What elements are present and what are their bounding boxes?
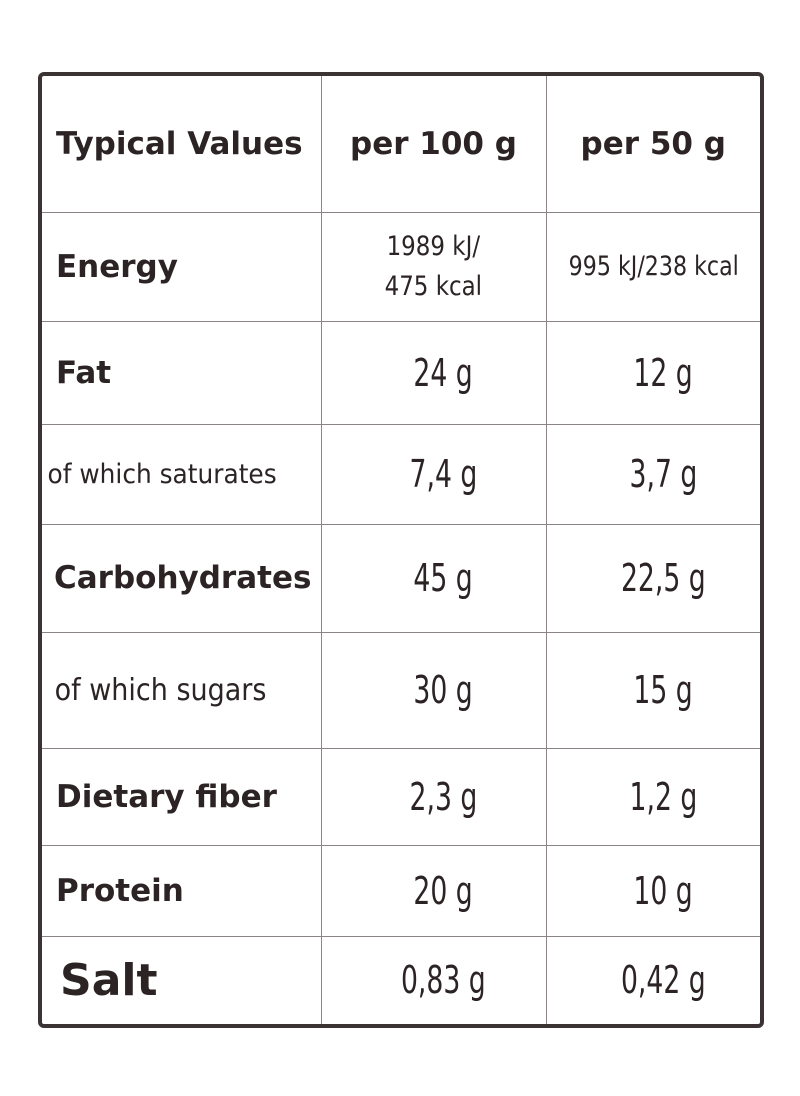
label-saturates-cell: of which saturates — [42, 423, 322, 525]
label-protein: Protein — [42, 844, 322, 937]
salt-per-50g-cell: 0,42 g — [545, 935, 760, 1024]
energy-per-50g-cell: 995 kJ/238 kcal — [545, 211, 760, 322]
sugars-per-50g-cell: 15 g — [545, 631, 760, 749]
carbohydrates-per-50g: 22,5 g — [620, 556, 706, 600]
label-sugars-cell: of which sugars — [42, 631, 322, 749]
fat-per-50g-cell: 12 g — [545, 320, 760, 425]
fiber-per-50g: 1,2 g — [629, 774, 698, 819]
fiber-per-50g-cell: 1,2 g — [545, 747, 760, 846]
label-salt: Salt — [42, 935, 322, 1024]
sugars-per-50g: 15 g — [633, 668, 693, 712]
header-per-100g: per 100 g — [320, 76, 547, 213]
label-sugars: of which sugars — [54, 672, 267, 708]
nutrition-grid: Typical Values per 100 g per 50 g Energy… — [42, 76, 760, 1024]
row-dietary-fiber: Dietary fiber 2,3 g 1,2 g — [42, 747, 760, 846]
sugars-per-100g-cell: 30 g — [320, 631, 547, 749]
energy-per-100g-kcal: 475 kcal — [384, 270, 483, 302]
salt-per-100g: 0,83 g — [401, 958, 486, 1003]
saturates-per-100g-cell: 7,4 g — [320, 423, 547, 525]
saturates-per-100g: 7,4 g — [409, 452, 478, 496]
fat-per-100g-cell: 24 g — [320, 320, 547, 425]
row-protein: Protein 20 g 10 g — [42, 844, 760, 937]
salt-per-50g: 0,42 g — [620, 958, 706, 1003]
row-fat: Fat 24 g 12 g — [42, 320, 760, 425]
saturates-per-50g-cell: 3,7 g — [545, 423, 760, 525]
saturates-per-50g: 3,7 g — [629, 452, 698, 496]
fat-per-100g: 24 g — [413, 350, 474, 395]
label-fat: Fat — [42, 320, 322, 425]
row-energy: Energy 1989 kJ/475 kcal 995 kJ/238 kcal — [42, 211, 760, 322]
row-sugars: of which sugars 30 g 15 g — [42, 631, 760, 749]
energy-per-100g: 1989 kJ/475 kcal — [320, 211, 547, 322]
row-carbohydrates: Carbohydrates 45 g 22,5 g — [42, 523, 760, 633]
row-saturates: of which saturates 7,4 g 3,7 g — [42, 423, 760, 525]
label-saturates: of which saturates — [47, 458, 277, 490]
header-row: Typical Values per 100 g per 50 g — [42, 76, 760, 213]
fiber-per-100g-cell: 2,3 g — [320, 747, 547, 846]
carbohydrates-per-100g: 45 g — [413, 556, 474, 600]
label-energy: Energy — [42, 211, 322, 322]
fat-per-50g: 12 g — [633, 350, 693, 395]
energy-per-50g: 995 kJ/238 kcal — [568, 251, 739, 282]
label-carbohydrates-cell: Carbohydrates — [42, 523, 322, 633]
energy-per-100g-kj: 1989 kJ/ — [386, 230, 481, 262]
protein-per-50g: 10 g — [633, 868, 693, 913]
carbohydrates-per-100g-cell: 45 g — [320, 523, 547, 633]
sugars-per-100g: 30 g — [413, 668, 474, 712]
carbohydrates-per-50g-cell: 22,5 g — [545, 523, 760, 633]
header-per-50g: per 50 g — [545, 76, 760, 213]
nutrition-table: Typical Values per 100 g per 50 g Energy… — [38, 72, 764, 1028]
salt-per-100g-cell: 0,83 g — [320, 935, 547, 1024]
protein-per-100g-cell: 20 g — [320, 844, 547, 937]
protein-per-50g-cell: 10 g — [545, 844, 760, 937]
row-salt: Salt 0,83 g 0,42 g — [42, 935, 760, 1024]
label-carbohydrates: Carbohydrates — [54, 560, 312, 596]
fiber-per-100g: 2,3 g — [409, 774, 478, 819]
label-dietary-fiber: Dietary fiber — [42, 747, 322, 846]
header-typical-values: Typical Values — [42, 76, 322, 213]
protein-per-100g: 20 g — [413, 868, 474, 913]
